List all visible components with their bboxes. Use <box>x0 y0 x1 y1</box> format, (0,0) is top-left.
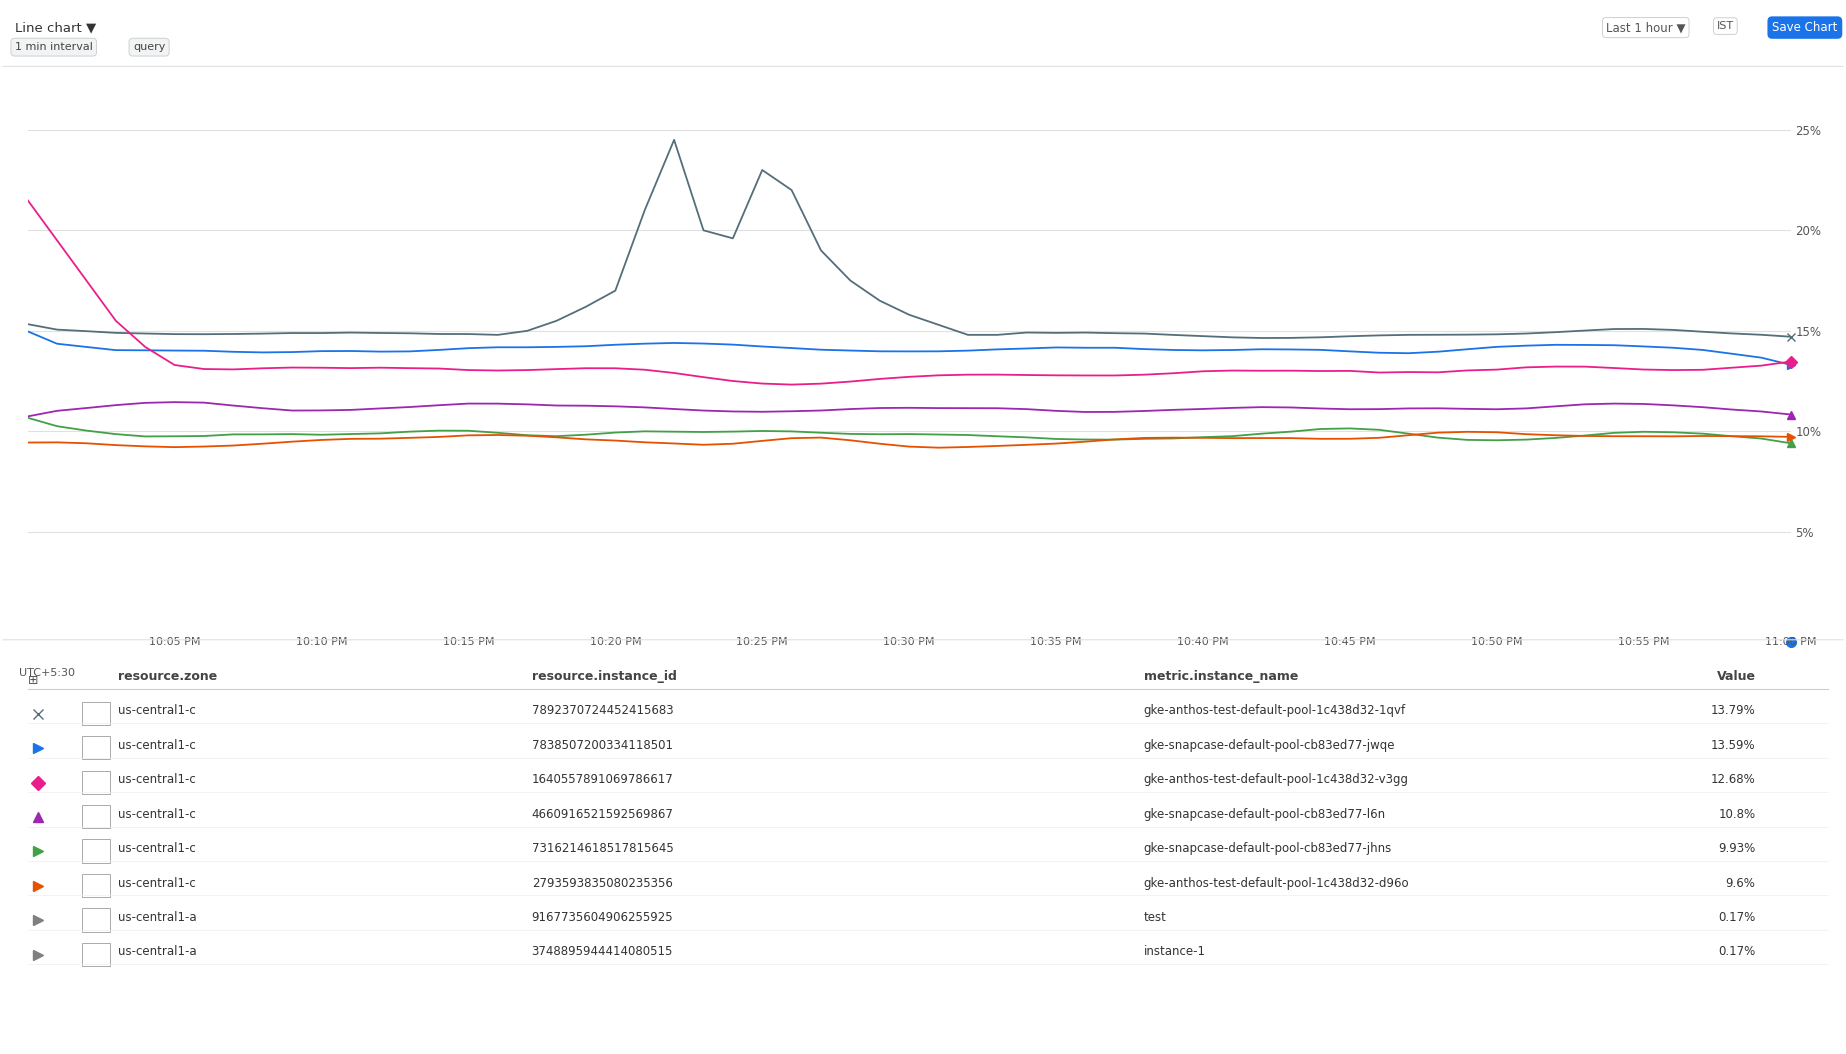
Bar <box>81 839 111 862</box>
Text: resource.zone: resource.zone <box>118 670 218 683</box>
Text: 1 min interval: 1 min interval <box>15 42 92 52</box>
Text: 13.79%: 13.79% <box>1711 704 1756 718</box>
Bar <box>81 702 111 725</box>
Text: us-central1-c: us-central1-c <box>118 739 196 752</box>
Text: 9.6%: 9.6% <box>1726 877 1756 890</box>
Text: 9.93%: 9.93% <box>1719 842 1756 855</box>
Text: 13.59%: 13.59% <box>1711 739 1756 752</box>
Bar <box>81 805 111 828</box>
Bar <box>81 909 111 932</box>
Text: 9167735604906255925: 9167735604906255925 <box>532 911 674 924</box>
Text: metric.instance_name: metric.instance_name <box>1143 670 1298 683</box>
Text: 10.8%: 10.8% <box>1719 807 1756 821</box>
Text: gke-snapcase-default-pool-cb83ed77-l6n: gke-snapcase-default-pool-cb83ed77-l6n <box>1143 807 1386 821</box>
Text: UTC+5:30: UTC+5:30 <box>18 667 76 678</box>
Text: 1640557891069786617: 1640557891069786617 <box>532 774 674 786</box>
Text: 7892370724452415683: 7892370724452415683 <box>532 704 674 718</box>
Bar <box>81 736 111 759</box>
Text: ⊞: ⊞ <box>28 674 39 687</box>
Text: 4660916521592569867: 4660916521592569867 <box>532 807 674 821</box>
Text: Save Chart: Save Chart <box>1772 21 1837 34</box>
Bar <box>81 874 111 897</box>
Text: 3748895944414080515: 3748895944414080515 <box>532 945 674 958</box>
Text: 0.17%: 0.17% <box>1719 945 1756 958</box>
Text: us-central1-a: us-central1-a <box>118 945 196 958</box>
Text: resource.instance_id: resource.instance_id <box>532 670 676 683</box>
Text: 7316214618517815645: 7316214618517815645 <box>532 842 674 855</box>
Text: instance-1: instance-1 <box>1143 945 1205 958</box>
Text: gke-snapcase-default-pool-cb83ed77-jwqe: gke-snapcase-default-pool-cb83ed77-jwqe <box>1143 739 1396 752</box>
Text: us-central1-c: us-central1-c <box>118 842 196 855</box>
Text: 7838507200334118501: 7838507200334118501 <box>532 739 672 752</box>
Text: IST: IST <box>1717 21 1733 31</box>
Text: Line chart ▼: Line chart ▼ <box>15 21 96 34</box>
Text: Value: Value <box>1717 670 1756 683</box>
Text: 12.68%: 12.68% <box>1711 774 1756 786</box>
Text: gke-anthos-test-default-pool-1c438d32-v3gg: gke-anthos-test-default-pool-1c438d32-v3… <box>1143 774 1408 786</box>
Text: us-central1-c: us-central1-c <box>118 877 196 890</box>
Bar <box>81 770 111 794</box>
Text: 2793593835080235356: 2793593835080235356 <box>532 877 672 890</box>
Text: us-central1-c: us-central1-c <box>118 807 196 821</box>
Bar <box>81 942 111 965</box>
Text: 0.17%: 0.17% <box>1719 911 1756 924</box>
Text: us-central1-c: us-central1-c <box>118 704 196 718</box>
Text: us-central1-a: us-central1-a <box>118 911 196 924</box>
Text: gke-anthos-test-default-pool-1c438d32-d96o: gke-anthos-test-default-pool-1c438d32-d9… <box>1143 877 1408 890</box>
Text: Last 1 hour ▼: Last 1 hour ▼ <box>1606 21 1685 34</box>
Text: query: query <box>133 42 166 52</box>
Text: gke-anthos-test-default-pool-1c438d32-1qvf: gke-anthos-test-default-pool-1c438d32-1q… <box>1143 704 1405 718</box>
Text: gke-snapcase-default-pool-cb83ed77-jhns: gke-snapcase-default-pool-cb83ed77-jhns <box>1143 842 1392 855</box>
Text: us-central1-c: us-central1-c <box>118 774 196 786</box>
Text: test: test <box>1143 911 1167 924</box>
